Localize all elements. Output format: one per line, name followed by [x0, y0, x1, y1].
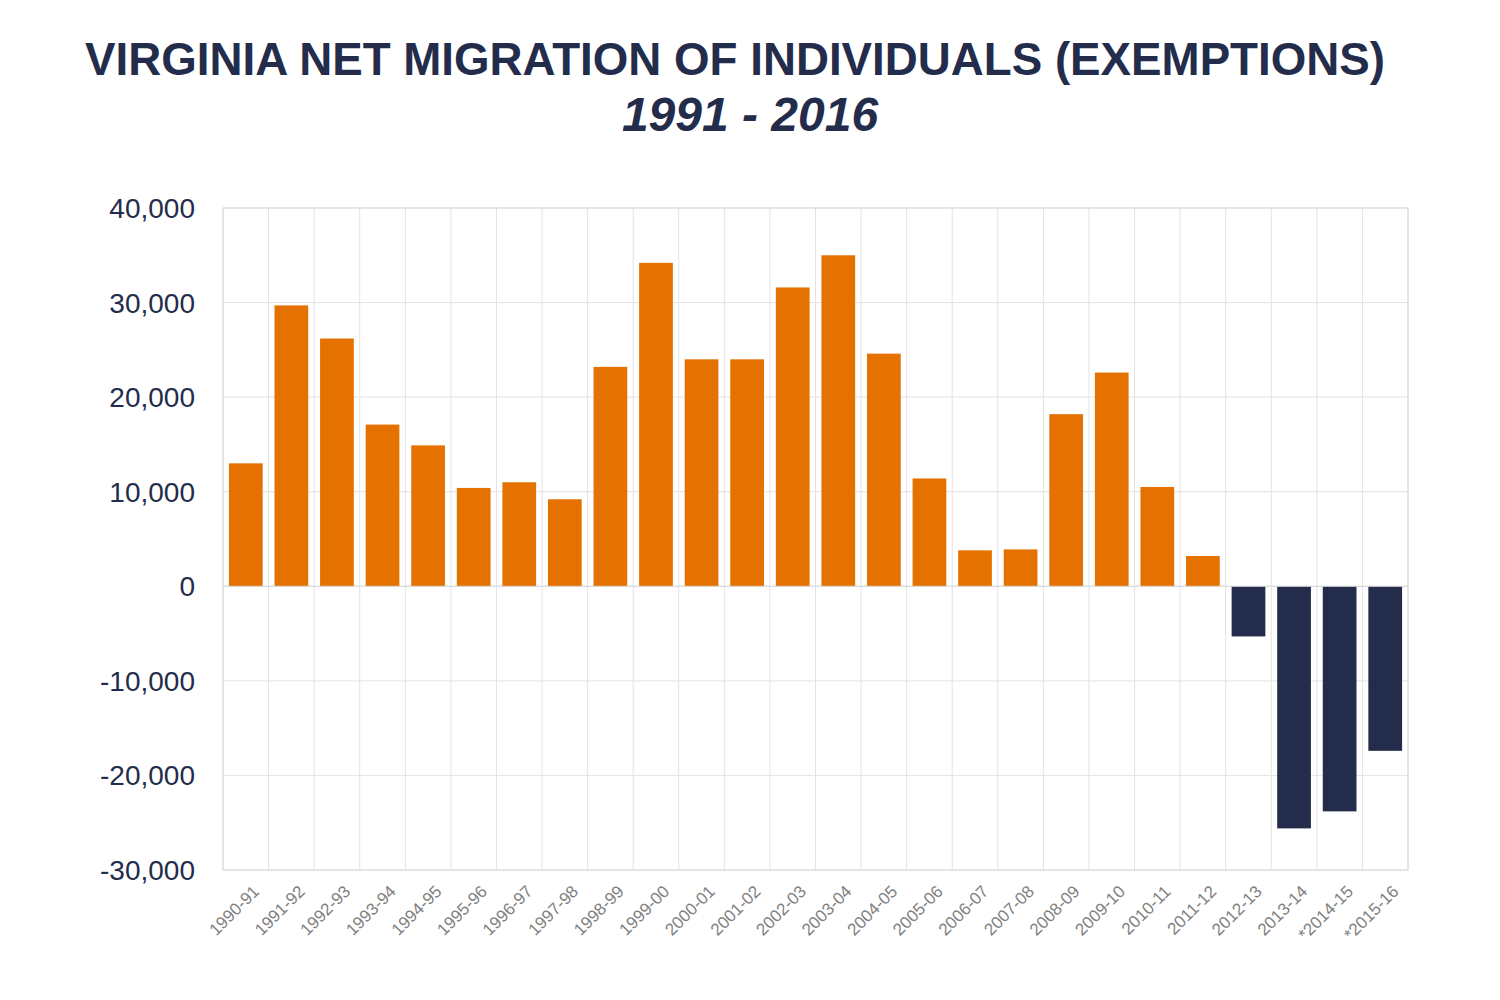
- category-grid-line: [496, 208, 497, 870]
- x-tick-label: 2001-02: [707, 882, 765, 940]
- plot-frame: [223, 208, 1408, 870]
- x-tick-label: 2005-06: [889, 882, 947, 940]
- category-grid-line: [1088, 208, 1089, 870]
- y-tick-label: 20,000: [109, 382, 195, 413]
- bar: [958, 550, 992, 586]
- x-tick-label: 2007-08: [980, 882, 1038, 940]
- bar: [685, 359, 719, 586]
- y-tick-label: -10,000: [100, 666, 195, 697]
- category-grid-line: [678, 208, 679, 870]
- y-grid-line: [223, 302, 1408, 303]
- x-tick-label: 2003-04: [798, 882, 856, 940]
- y-tick-label: 30,000: [109, 288, 195, 319]
- bar: [548, 499, 582, 586]
- y-grid-line: [223, 586, 1408, 587]
- bar: [502, 482, 536, 586]
- y-grid-line: [223, 775, 1408, 776]
- bar: [594, 367, 628, 586]
- bar: [1232, 586, 1266, 636]
- x-tick-label: 1995-96: [433, 882, 491, 940]
- x-tick-label: 1994-95: [388, 882, 446, 940]
- x-tick-label: 2008-09: [1026, 882, 1084, 940]
- bar: [913, 478, 947, 586]
- category-grid-line: [952, 208, 953, 870]
- category-grid-line: [268, 208, 269, 870]
- y-grid-line: [223, 491, 1408, 492]
- bar: [1277, 586, 1311, 828]
- bar: [275, 305, 309, 586]
- x-tick-label: 1993-94: [342, 882, 400, 940]
- bar: [1095, 373, 1129, 587]
- chart-svg: VIRGINIA NET MIGRATION OF INDIVIDUALS (E…: [0, 0, 1500, 1000]
- bar: [1186, 556, 1220, 586]
- y-tick-label: 0: [179, 571, 195, 602]
- y-grid-line: [223, 397, 1408, 398]
- chart-title: VIRGINIA NET MIGRATION OF INDIVIDUALS (E…: [85, 33, 1385, 85]
- chart-subtitle: 1991 - 2016: [622, 88, 879, 141]
- category-grid-line: [587, 208, 588, 870]
- category-grid-line: [769, 208, 770, 870]
- grid: [223, 208, 1408, 870]
- category-grid-line: [997, 208, 998, 870]
- y-tick-label: 10,000: [109, 477, 195, 508]
- x-tick-label: 1996-97: [479, 882, 537, 940]
- category-grid-line: [724, 208, 725, 870]
- y-axis: -30,000 -20,000 -10,000 0 10,000 20,000 30,000…: [100, 193, 195, 886]
- category-grid-line: [450, 208, 451, 870]
- category-grid-line: [1225, 208, 1226, 870]
- category-grid-line: [633, 208, 634, 870]
- x-tick-label: 2002-03: [752, 882, 810, 940]
- x-tick-label: 1990-91: [206, 882, 264, 940]
- category-grid-line: [815, 208, 816, 870]
- bar: [320, 339, 354, 587]
- x-tick-label: 2010-11: [1118, 882, 1175, 939]
- y-tick-label: -30,000: [100, 855, 195, 886]
- category-grid-line: [1316, 208, 1317, 870]
- x-tick-label: 2009-10: [1072, 882, 1130, 940]
- bar: [1140, 487, 1174, 586]
- bar: [821, 255, 855, 586]
- x-tick-label: 1992-93: [297, 882, 355, 940]
- bar: [1049, 414, 1083, 586]
- bar: [229, 463, 263, 586]
- y-tick-label: -20,000: [100, 760, 195, 791]
- chart-container: VIRGINIA NET MIGRATION OF INDIVIDUALS (E…: [0, 0, 1500, 1000]
- x-axis: 1990-911991-921992-931993-941994-951995-…: [206, 882, 1403, 944]
- y-grid-line: [223, 680, 1408, 681]
- x-tick-label: 1991-92: [251, 882, 309, 940]
- bar: [639, 263, 673, 586]
- category-grid-line: [405, 208, 406, 870]
- x-tick-label: 2006-07: [935, 882, 993, 940]
- bar: [1323, 586, 1357, 811]
- category-grid-line: [1043, 208, 1044, 870]
- bars: [229, 255, 1402, 828]
- category-grid-line: [906, 208, 907, 870]
- x-tick-label: 2012-13: [1208, 882, 1266, 940]
- category-grid-line: [542, 208, 543, 870]
- category-grid-line: [1134, 208, 1135, 870]
- bar: [457, 488, 491, 586]
- bar: [411, 445, 445, 586]
- x-tick-label: 1999-00: [616, 882, 674, 940]
- zero-line: [223, 586, 1408, 587]
- category-grid-line: [1180, 208, 1181, 870]
- bar: [730, 359, 764, 586]
- bar: [867, 354, 901, 587]
- category-grid-line: [1362, 208, 1363, 870]
- bar: [1368, 586, 1402, 751]
- category-grid-line: [861, 208, 862, 870]
- bar: [776, 287, 810, 586]
- bar: [366, 425, 400, 587]
- category-grid-line: [1271, 208, 1272, 870]
- x-tick-label: 1998-99: [570, 882, 628, 940]
- category-grid-line: [359, 208, 360, 870]
- bar: [1004, 549, 1038, 586]
- x-tick-label: 2000-01: [661, 882, 719, 940]
- category-grid-line: [314, 208, 315, 870]
- x-tick-label: *2015-16: [1340, 882, 1402, 944]
- y-tick-label: 40,000: [109, 193, 195, 224]
- x-tick-label: 2004-05: [844, 882, 902, 940]
- x-tick-label: 1997-98: [525, 882, 583, 940]
